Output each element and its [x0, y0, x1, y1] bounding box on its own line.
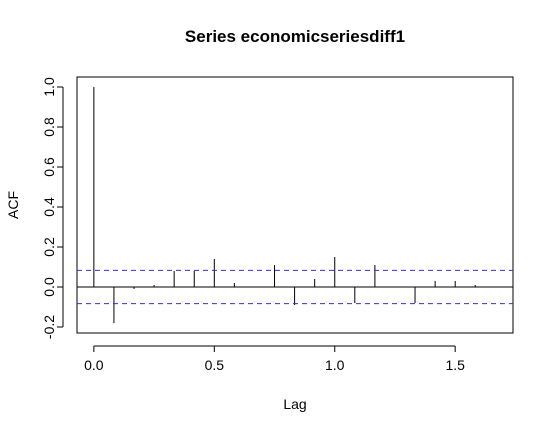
confidence-bounds	[77, 269, 513, 305]
acf-bars	[77, 87, 513, 323]
y-tick-label: 0.8	[41, 117, 57, 137]
x-tick-label: 1.5	[445, 357, 465, 373]
plot-frame	[76, 76, 514, 334]
y-tick-label: 0.6	[41, 157, 57, 177]
chart-title: Series economicseriesdiff1	[185, 27, 405, 46]
x-axis: 0.0 0.5 1.0 1.5	[84, 345, 465, 373]
y-tick-label: 0.2	[41, 237, 57, 257]
y-tick-label: 0.0	[41, 277, 57, 297]
y-tick-label: -0.2	[41, 315, 57, 339]
y-axis: -0.2 0.0 0.2 0.4 0.6 0.8 1.0	[41, 77, 64, 339]
x-tick-label: 0.0	[84, 357, 104, 373]
y-tick-label: 0.4	[41, 197, 57, 217]
y-tick-label: 1.0	[41, 77, 57, 97]
y-axis-label: ACF	[5, 191, 21, 219]
x-axis-label: Lag	[283, 396, 306, 412]
x-tick-label: 0.5	[205, 357, 225, 373]
x-tick-label: 1.0	[325, 357, 345, 373]
